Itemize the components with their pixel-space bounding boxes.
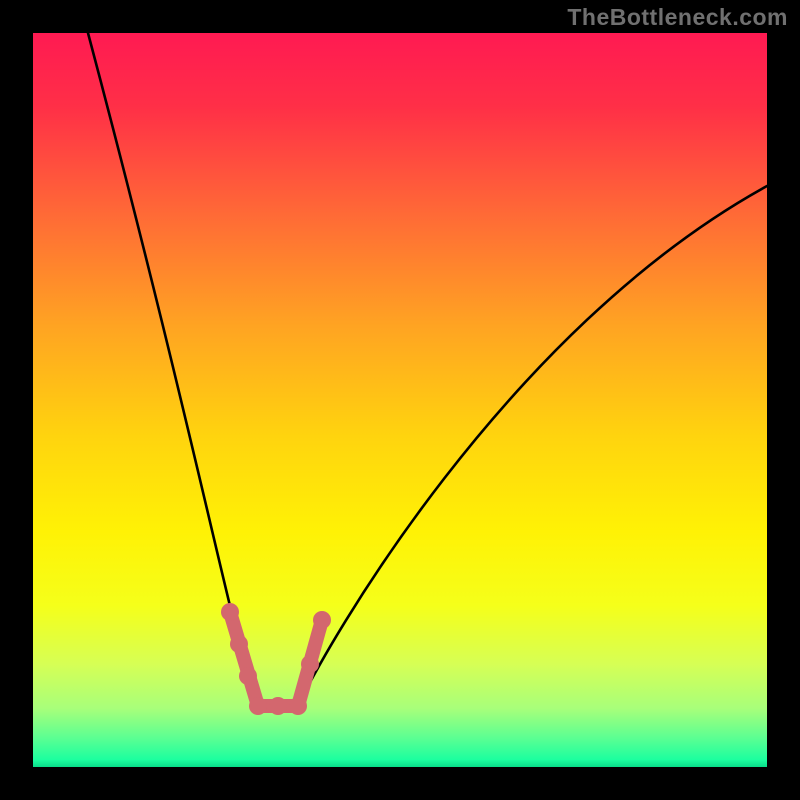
highlight-dot — [313, 611, 331, 629]
bottleneck-curve-svg — [0, 0, 800, 800]
chart-stage: TheBottleneck.com — [0, 0, 800, 800]
bottleneck-curve — [88, 33, 767, 706]
highlight-dot — [301, 655, 319, 673]
highlight-zone — [221, 603, 331, 715]
chart-background — [33, 33, 767, 767]
highlight-segment — [298, 620, 322, 706]
highlight-dot — [239, 667, 257, 685]
highlight-dot — [269, 697, 287, 715]
highlight-dot — [221, 603, 239, 621]
highlight-dot — [249, 697, 267, 715]
highlight-dot — [289, 697, 307, 715]
watermark-text: TheBottleneck.com — [567, 4, 788, 31]
highlight-segment — [230, 612, 258, 706]
highlight-dot — [230, 635, 248, 653]
